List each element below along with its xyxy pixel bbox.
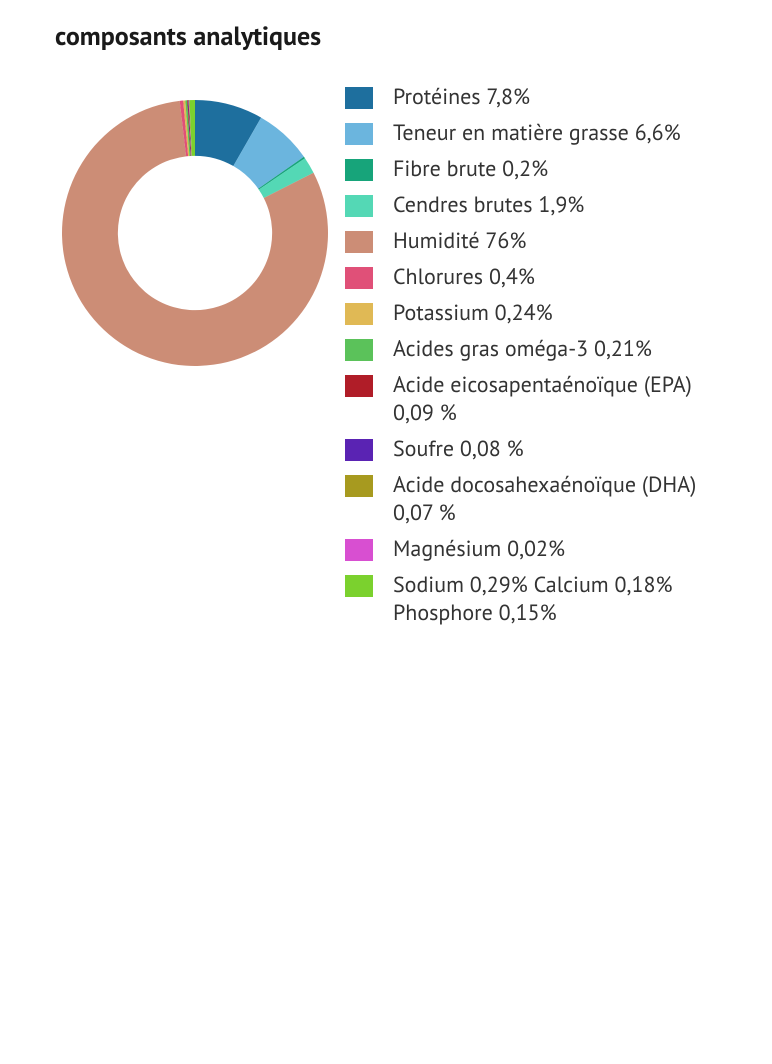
legend-label: Humidité 76% [393, 227, 526, 255]
legend-item: Magnésium 0,02% [345, 535, 732, 563]
legend-label: Magnésium 0,02% [393, 535, 565, 563]
legend-swatch [345, 475, 373, 497]
legend-label: Teneur en matière grasse 6,6% [393, 119, 681, 147]
legend-label: Protéines 7,8% [393, 83, 530, 111]
legend-label: Soufre 0,08 % [393, 435, 524, 463]
legend-label: Chlorures 0,4% [393, 263, 535, 291]
legend-item: Acide docosahexaénoïque (DHA) 0,07 % [345, 471, 732, 527]
legend-item: Sodium 0,29% Calcium 0,18% Phosphore 0,1… [345, 571, 732, 627]
legend-swatch [345, 303, 373, 325]
page-title: composants analytiques [55, 20, 732, 53]
legend-item: Chlorures 0,4% [345, 263, 732, 291]
legend-label: Sodium 0,29% Calcium 0,18% Phosphore 0,1… [393, 571, 713, 627]
legend-label: Cendres brutes 1,9% [393, 191, 584, 219]
donut-svg [55, 93, 335, 373]
chart-page: composants analytiques Protéines 7,8% Ten… [0, 0, 772, 675]
legend-label: Acide eicosapentaénoïque (EPA) 0,09 % [393, 371, 713, 427]
legend-swatch [345, 375, 373, 397]
legend-swatch [345, 159, 373, 181]
legend-swatch [345, 439, 373, 461]
legend-label: Acides gras oméga-3 0,21% [393, 335, 652, 363]
legend-item: Acides gras oméga-3 0,21% [345, 335, 732, 363]
legend-swatch [345, 339, 373, 361]
legend-swatch [345, 539, 373, 561]
legend-item: Teneur en matière grasse 6,6% [345, 119, 732, 147]
legend-item: Protéines 7,8% [345, 83, 732, 111]
legend-label: Fibre brute 0,2% [393, 155, 548, 183]
legend-item: Potassium 0,24% [345, 299, 732, 327]
legend-item: Fibre brute 0,2% [345, 155, 732, 183]
legend-item: Acide eicosapentaénoïque (EPA) 0,09 % [345, 371, 732, 427]
legend-item: Humidité 76% [345, 227, 732, 255]
donut-chart [55, 93, 335, 373]
legend-swatch [345, 231, 373, 253]
legend-item: Soufre 0,08 % [345, 435, 732, 463]
legend-item: Cendres brutes 1,9% [345, 191, 732, 219]
legend-swatch [345, 123, 373, 145]
legend-swatch [345, 575, 373, 597]
legend-swatch [345, 87, 373, 109]
legend-swatch [345, 195, 373, 217]
chart-legend: Protéines 7,8% Teneur en matière grasse 6… [345, 83, 732, 635]
legend-label: Potassium 0,24% [393, 299, 553, 327]
legend-swatch [345, 267, 373, 289]
legend-label: Acide docosahexaénoïque (DHA) 0,07 % [393, 471, 713, 527]
chart-content: Protéines 7,8% Teneur en matière grasse 6… [55, 83, 732, 635]
